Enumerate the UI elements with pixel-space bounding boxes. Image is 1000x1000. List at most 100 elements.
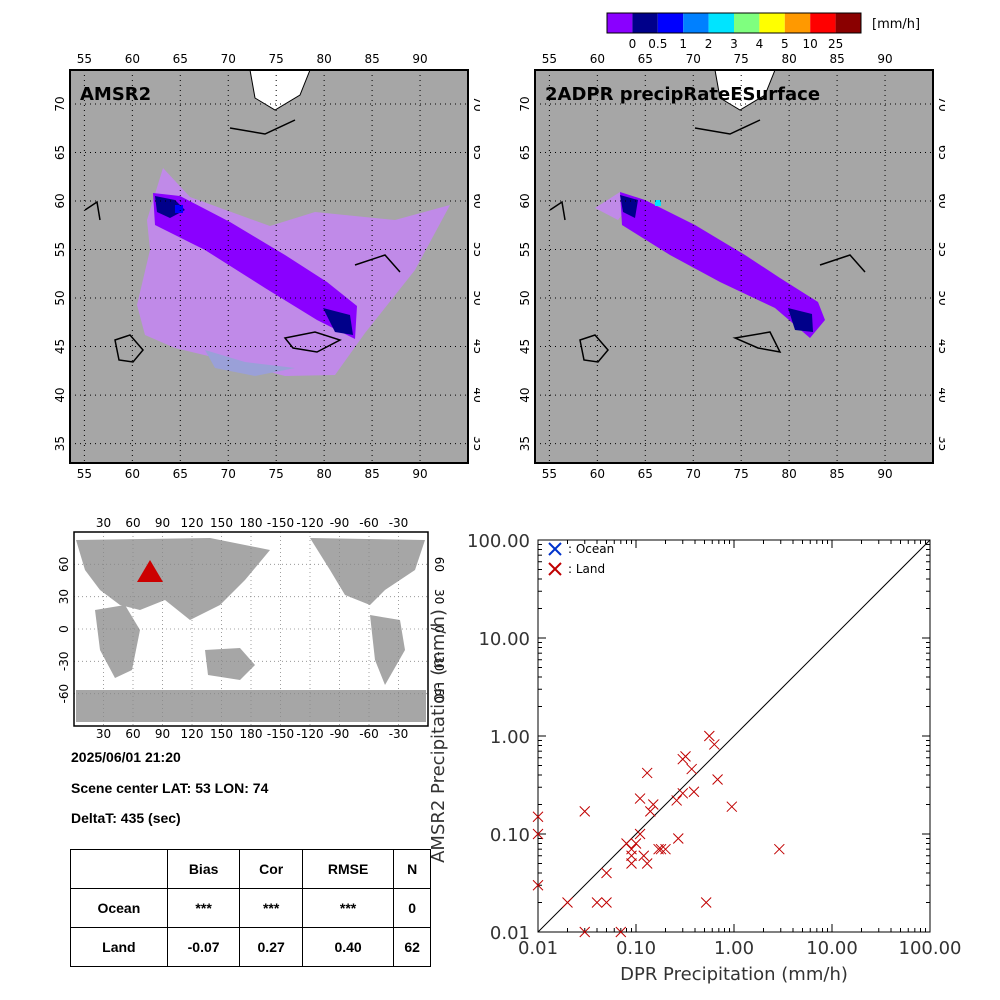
globe-lon-tick-label: -60 xyxy=(359,516,379,530)
map-lat-tick-label: 40 xyxy=(471,387,480,402)
data-point xyxy=(634,828,646,840)
data-point xyxy=(677,787,689,799)
stats-cell: Ocean xyxy=(70,888,168,928)
x-tick-label: 0.01 xyxy=(518,938,558,959)
map-lon-tick-label: 55 xyxy=(542,467,557,480)
dpr-map-title: 2ADPR precipRateESurface xyxy=(545,84,820,105)
globe-lon-tick-label: 30 xyxy=(96,727,111,740)
map-lat-tick-label: 55 xyxy=(936,242,945,257)
colorbar-swatch xyxy=(810,13,836,33)
map-lon-tick-label: 55 xyxy=(77,52,92,66)
scene-location-marker xyxy=(137,560,163,582)
map-lon-tick-label: 70 xyxy=(686,467,701,480)
data-point xyxy=(562,897,573,908)
y-tick-label: 1.00 xyxy=(490,727,530,748)
globe-landmasses xyxy=(76,538,426,722)
map-lon-tick-label: 65 xyxy=(173,467,188,480)
map-lon-tick-label: 70 xyxy=(221,52,236,66)
map-lon-tick-label: 80 xyxy=(317,467,332,480)
dpr-rain-band xyxy=(595,192,825,338)
globe-lon-tick-label: 90 xyxy=(155,727,170,740)
map-lon-tick-label: 75 xyxy=(269,52,284,66)
stats-header-cor: Cor xyxy=(239,849,303,889)
map-lat-tick-label: 40 xyxy=(55,387,67,402)
y-tick-label: 100.00 xyxy=(467,531,530,552)
stats-cell: *** xyxy=(239,888,303,928)
delta-time: DeltaT: 435 (sec) xyxy=(71,810,181,826)
data-point xyxy=(634,793,646,804)
colorbar-swatch xyxy=(734,13,760,33)
globe-lat-tick-label: 60 xyxy=(432,557,446,572)
stats-cell: Land xyxy=(70,927,168,967)
map-lat-tick-label: 60 xyxy=(520,193,532,208)
colorbar: [mm/h] 0 0.5 1 2 3 4 5 10 25 xyxy=(606,12,920,51)
map-lat-tick-label: 35 xyxy=(520,436,532,451)
map-lat-tick-label: 40 xyxy=(936,387,945,402)
globe-lon-tick-label: -60 xyxy=(359,727,379,740)
stats-header-row: Bias Cor RMSE N xyxy=(70,849,431,889)
map-lat-tick-label: 60 xyxy=(471,193,480,208)
map-lat-tick-label: 65 xyxy=(55,145,67,160)
one-to-one-line xyxy=(537,539,931,933)
globe-lat-tick-label: -60 xyxy=(432,684,446,704)
map-lat-tick-label: 60 xyxy=(55,193,67,208)
scene-datetime: 2025/06/01 21:20 xyxy=(71,749,181,765)
legend-label: : Land xyxy=(568,562,605,576)
map-lat-tick-label: 45 xyxy=(936,339,945,354)
map-lon-tick-label: 65 xyxy=(638,52,653,66)
map-lon-tick-label: 85 xyxy=(364,52,379,66)
map-lon-tick-label: 85 xyxy=(829,52,844,66)
map-lon-tick-label: 90 xyxy=(412,52,427,66)
stats-header-n: N xyxy=(393,849,431,889)
data-point xyxy=(601,897,612,908)
x-tick-label: 10.00 xyxy=(806,938,858,959)
legend-label: : Ocean xyxy=(568,542,614,556)
globe-lat-tick-label: 0 xyxy=(432,625,446,633)
map-lat-tick-label: 45 xyxy=(55,339,67,354)
data-point xyxy=(726,801,738,813)
dpr-map: 55 55 60 60 65 65 70 70 75 75 80 80 85 85 90 90 35 35 40 40… xyxy=(520,52,945,480)
stats-header-bias: Bias xyxy=(166,849,241,889)
map-lat-tick-label: 70 xyxy=(55,96,67,111)
globe-lon-tick-label: -150 xyxy=(267,516,294,530)
map-lon-tick-label: 75 xyxy=(734,467,749,480)
map-lat-tick-label: 45 xyxy=(520,339,532,354)
globe-lon-tick-label: -150 xyxy=(267,727,294,740)
stats-cell: *** xyxy=(301,888,395,928)
map-lon-tick-label: 90 xyxy=(877,467,892,480)
map-lon-tick-label: 65 xyxy=(173,52,188,66)
data-point xyxy=(686,763,698,775)
y-tick-label: 0.10 xyxy=(490,825,530,846)
legend-marker xyxy=(548,542,562,556)
data-point xyxy=(671,795,683,806)
globe-lon-tick-label: 180 xyxy=(240,516,263,530)
map-lon-tick-label: 85 xyxy=(829,467,844,480)
colorbar-swatch xyxy=(607,13,633,33)
data-point xyxy=(626,858,637,869)
y-axis-label: AMSR2 Precipitation (mm/h) xyxy=(428,609,449,863)
data-point xyxy=(712,774,723,785)
x-tick-label: 100.00 xyxy=(899,938,962,959)
scatter-plot: 0.010.01 0.10 0.10 1.00 1.00 10.00 10.00 100.00… xyxy=(428,531,962,985)
stats-cell: 0.27 xyxy=(239,927,303,967)
globe-lat-tick-label: -60 xyxy=(57,684,71,704)
amsr2-map-title: AMSR2 xyxy=(80,84,151,105)
colorbar-tick-label: 5 xyxy=(781,37,789,51)
globe-lon-tick-label: 120 xyxy=(181,516,204,530)
globe-lon-tick-label: -30 xyxy=(389,516,409,530)
map-lat-tick-label: 55 xyxy=(471,242,480,257)
scene-center: Scene center LAT: 53 LON: 74 xyxy=(71,780,269,796)
globe-lat-tick-label: -30 xyxy=(57,652,71,672)
map-lon-tick-label: 60 xyxy=(125,467,140,480)
data-point xyxy=(638,850,650,862)
y-tick-label: 10.00 xyxy=(478,629,530,650)
globe-lon-tick-label: -120 xyxy=(296,727,323,740)
globe-locator-map: 303060609090120120150150180180-150-150-1… xyxy=(57,516,446,740)
globe-lon-tick-label: 150 xyxy=(210,516,233,530)
map-lat-tick-label: 70 xyxy=(520,96,532,111)
map-lat-tick-label: 55 xyxy=(520,242,532,257)
data-point xyxy=(708,739,720,750)
map-lat-tick-label: 65 xyxy=(936,145,945,160)
map-lat-tick-label: 50 xyxy=(471,290,480,305)
stats-row-ocean: Ocean *** *** *** 0 xyxy=(70,888,431,928)
